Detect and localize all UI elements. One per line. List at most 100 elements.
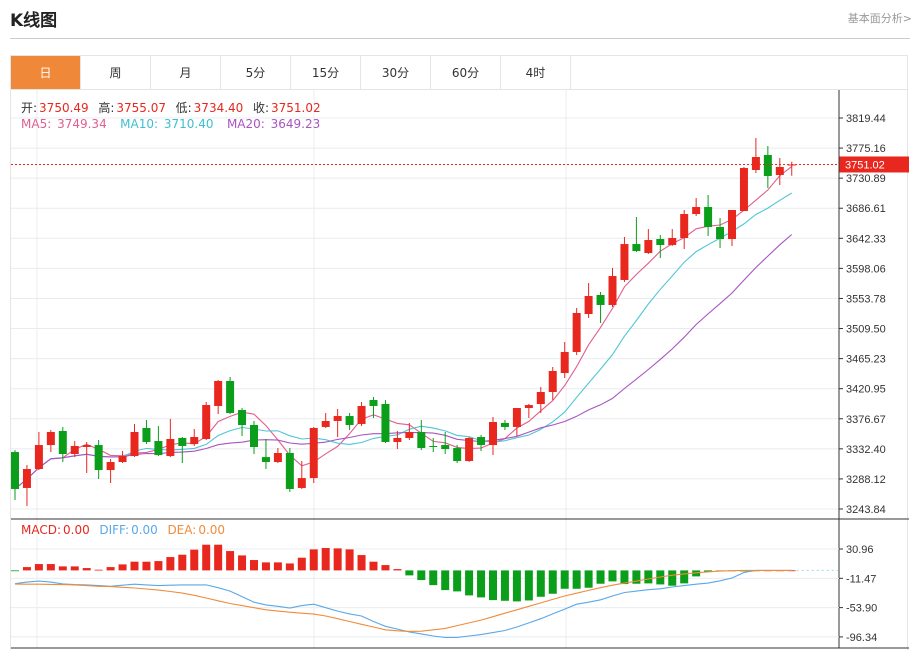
page-title: K线图 — [10, 11, 58, 31]
macd-bar — [429, 570, 438, 586]
candle-body — [297, 478, 306, 488]
ma10-value: 3710.40 — [163, 117, 214, 131]
macd-bar — [369, 561, 378, 571]
price-tick-label: 3553.78 — [846, 293, 886, 305]
candle-body — [154, 441, 163, 456]
candle-body — [536, 391, 545, 405]
price-tick-label: 3376.67 — [846, 414, 886, 426]
candle-body — [82, 445, 91, 448]
dea-label: DEA: — [167, 523, 197, 537]
candle-body — [668, 237, 677, 245]
macd-bar — [381, 565, 390, 571]
candle-body — [118, 456, 127, 463]
dea-line — [14, 569, 792, 632]
price-tick-label: 3819.44 — [846, 113, 886, 125]
candle-body — [644, 240, 653, 254]
tab-day[interactable]: 日 — [11, 56, 81, 89]
macd-tick-label: -96.34 — [846, 632, 877, 644]
candle-body — [190, 437, 199, 445]
price-tick-label: 3288.12 — [846, 474, 886, 486]
tab-30min[interactable]: 30分 — [361, 56, 431, 89]
macd-bar — [190, 549, 199, 571]
macd-bar — [130, 561, 139, 571]
candle-body — [620, 244, 629, 280]
candle-body — [166, 438, 175, 457]
candle-body — [381, 404, 390, 442]
tab-month[interactable]: 月 — [151, 56, 221, 89]
macd-bar — [465, 570, 474, 596]
macd-bar — [477, 570, 486, 598]
candle-body — [453, 448, 462, 462]
ohlc-readout: 开: 3750.49 高: 3755.07 低: 3734.40 收: 3751.02 — [21, 99, 323, 116]
candle-body — [417, 431, 426, 449]
candle-body — [106, 462, 115, 471]
macd-bar — [34, 564, 43, 571]
candle-body — [309, 427, 318, 479]
candle-body — [787, 164, 796, 166]
candle-body — [238, 409, 247, 425]
macd-bar — [632, 570, 641, 584]
tab-60min[interactable]: 60分 — [431, 56, 501, 89]
ma5-line — [14, 166, 793, 490]
candle-body — [441, 445, 450, 450]
candle-body — [524, 405, 533, 409]
ma20-line — [14, 234, 793, 490]
current-price-tag — [839, 156, 909, 173]
macd-bar — [644, 570, 653, 584]
kline-chart[interactable]: 3819.44 3775.16 3730.89 3686.61 3642.33 3598.… — [10, 90, 909, 650]
candle-body — [572, 312, 581, 352]
price-tick-label: 3775.16 — [846, 143, 886, 155]
ma10-line — [14, 192, 793, 490]
macd-bar — [58, 566, 67, 571]
macd-bar — [250, 560, 258, 571]
tab-5min[interactable]: 5分 — [221, 56, 291, 89]
macd-bar — [238, 555, 247, 571]
candle-body — [704, 207, 713, 227]
macd-readout: MACD: 0.00 DIFF: 0.00 DEA: 0.00 — [21, 523, 227, 537]
candle-body — [596, 294, 605, 305]
tab-4hour[interactable]: 4时 — [501, 56, 571, 89]
macd-bar — [154, 561, 163, 571]
macd-bar — [321, 548, 330, 571]
price-tick-label: 3243.84 — [846, 504, 886, 516]
price-tick-label: 3509.50 — [846, 324, 886, 336]
macd-bar — [512, 570, 521, 602]
price-tick-label: 3642.33 — [846, 233, 886, 245]
candle-body — [477, 437, 486, 446]
macd-bar — [668, 570, 677, 586]
macd-bar — [118, 564, 127, 571]
candle-body — [261, 457, 270, 463]
macd-bar — [596, 570, 605, 584]
macd-bar — [620, 570, 629, 585]
macd-bar — [584, 570, 593, 588]
ma-readout: MA5: 3749.34 MA10: 3710.40 MA20: 3649.23 — [21, 117, 322, 131]
fundamental-analysis-link[interactable]: 基本面分析> — [847, 12, 912, 25]
candle-body — [214, 380, 223, 406]
macd-bar — [608, 570, 617, 582]
macd-bar — [393, 569, 402, 571]
tab-week[interactable]: 周 — [81, 56, 151, 89]
candle-body — [751, 157, 760, 170]
candle-body — [512, 408, 521, 427]
candle-body — [369, 400, 378, 406]
macd-bar — [560, 570, 569, 589]
candle-body — [333, 416, 342, 421]
price-tick-label: 3420.95 — [846, 384, 886, 396]
candle-body — [656, 239, 665, 245]
macd-bar — [453, 570, 462, 592]
candle-body — [11, 452, 19, 489]
macd-bar — [11, 570, 19, 572]
macd-bar — [524, 570, 533, 601]
candle-body — [226, 380, 235, 413]
candle-body — [22, 469, 31, 488]
candle-body — [405, 431, 414, 438]
macd-tick-label: 30.96 — [846, 544, 874, 556]
macd-bar — [94, 569, 103, 571]
chart-canvas[interactable]: 3819.44 3775.16 3730.89 3686.61 3642.33 3598.… — [11, 90, 909, 650]
candle-body — [465, 437, 474, 462]
macd-bar — [536, 570, 545, 597]
header-divider — [10, 38, 910, 39]
tab-15min[interactable]: 15分 — [291, 56, 361, 89]
macd-bar — [680, 570, 689, 584]
candle-body — [393, 437, 402, 442]
